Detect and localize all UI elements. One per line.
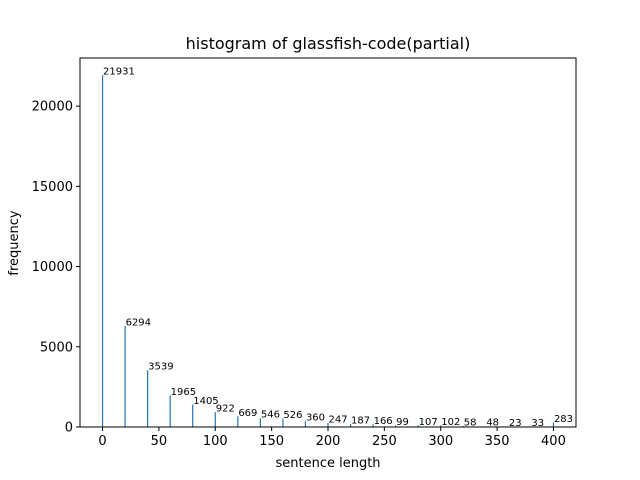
y-tick-label-1: 5000 bbox=[40, 340, 73, 355]
bar-15 bbox=[440, 425, 442, 427]
bar-11 bbox=[349, 424, 352, 427]
data-label-3: 1965 bbox=[171, 387, 196, 398]
bar-20 bbox=[552, 422, 555, 427]
x-tick-label-7: 350 bbox=[485, 434, 510, 449]
bar-14 bbox=[417, 425, 419, 427]
y-axis: 0 5000 10000 15000 20000 bbox=[32, 100, 80, 436]
x-tick-label-6: 300 bbox=[428, 434, 453, 449]
x-tick-label-2: 100 bbox=[203, 434, 228, 449]
data-label-0: 21931 bbox=[103, 67, 135, 78]
x-tick-label-4: 200 bbox=[316, 434, 341, 449]
data-label-12: 166 bbox=[374, 416, 393, 427]
x-tick-label-5: 250 bbox=[372, 434, 397, 449]
bar-12 bbox=[372, 424, 374, 427]
bar-4 bbox=[192, 404, 194, 427]
y-tick-label-2: 10000 bbox=[32, 260, 73, 275]
bar-13 bbox=[395, 425, 397, 427]
chart-title: histogram of glassfish-code(partial) bbox=[186, 34, 471, 53]
bar-5 bbox=[214, 412, 216, 427]
x-tick-label-3: 150 bbox=[259, 434, 284, 449]
data-label-4: 1405 bbox=[193, 396, 218, 407]
bar-2 bbox=[147, 370, 149, 427]
data-label-11: 187 bbox=[351, 416, 370, 427]
bar-10 bbox=[327, 423, 329, 427]
data-label-15: 102 bbox=[441, 417, 460, 428]
x-axis: 0 50 100 150 200 250 300 350 400 bbox=[98, 427, 566, 449]
data-label-2: 3539 bbox=[148, 362, 173, 373]
data-label-10: 247 bbox=[329, 415, 348, 426]
data-label-14: 107 bbox=[419, 417, 438, 428]
bar-6 bbox=[237, 416, 239, 427]
y-tick-label-0: 0 bbox=[65, 421, 73, 436]
data-label-5: 922 bbox=[216, 404, 235, 415]
data-label-18: 23 bbox=[509, 418, 522, 429]
data-label-6: 669 bbox=[238, 408, 257, 419]
y-tick-label-3: 15000 bbox=[32, 180, 73, 195]
data-label-8: 526 bbox=[283, 410, 302, 421]
data-label-19: 33 bbox=[531, 418, 544, 429]
bar-8 bbox=[282, 418, 284, 427]
bars-group bbox=[101, 75, 555, 428]
x-axis-label: sentence length bbox=[275, 456, 380, 471]
x-tick-label-1: 50 bbox=[151, 434, 168, 449]
data-label-13: 99 bbox=[396, 417, 409, 428]
bar-7 bbox=[259, 418, 261, 427]
bar-0 bbox=[101, 75, 104, 428]
x-tick-label-0: 0 bbox=[98, 434, 106, 449]
data-label-17: 48 bbox=[486, 418, 499, 429]
y-tick-label-4: 20000 bbox=[32, 100, 73, 115]
bar-3 bbox=[169, 395, 171, 427]
data-label-9: 360 bbox=[306, 413, 325, 424]
x-tick-label-8: 400 bbox=[541, 434, 566, 449]
bar-1 bbox=[124, 326, 126, 427]
data-label-16: 58 bbox=[464, 418, 477, 429]
bar-9 bbox=[304, 421, 307, 427]
data-label-1: 6294 bbox=[126, 318, 151, 329]
data-label-20: 283 bbox=[554, 414, 573, 425]
y-axis-label: frequency bbox=[7, 210, 22, 276]
data-label-7: 546 bbox=[261, 410, 280, 421]
